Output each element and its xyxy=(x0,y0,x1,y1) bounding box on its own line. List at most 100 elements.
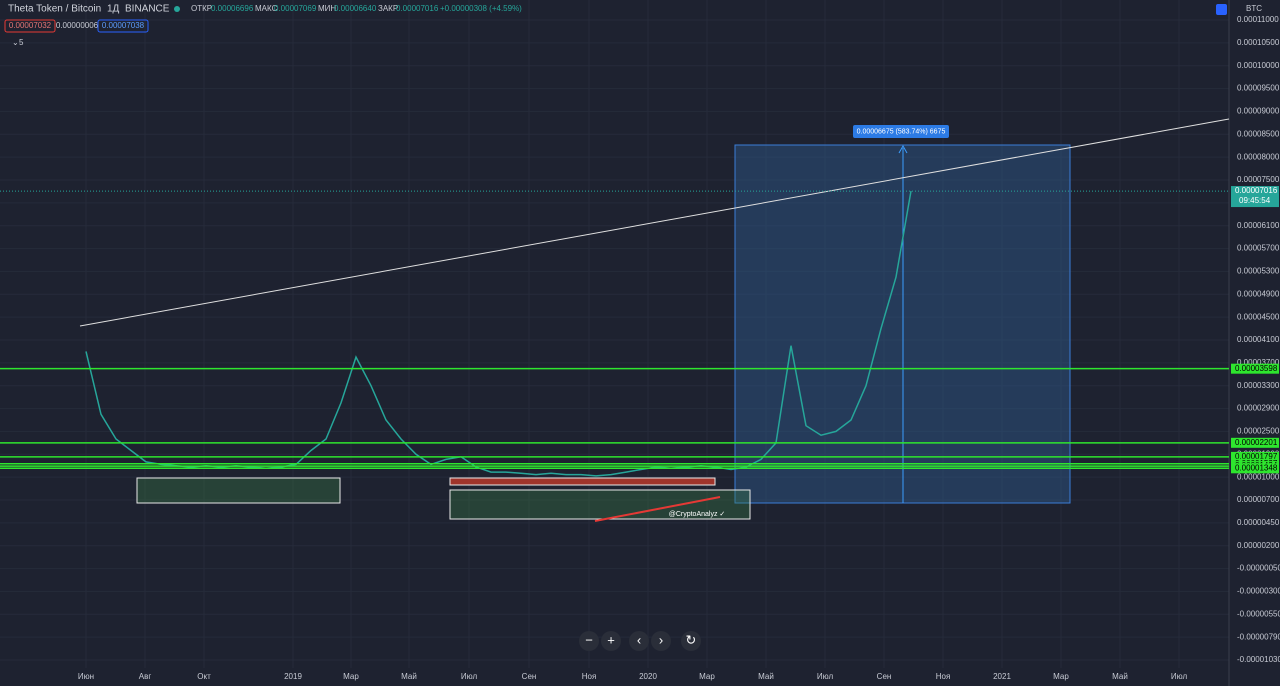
price-tick-label: -0.00000790 xyxy=(1237,632,1280,641)
ohlc-change: +0.00000308 (+4.59%) xyxy=(440,4,522,13)
time-tick-label: Май xyxy=(758,672,774,681)
settings-button[interactable] xyxy=(1216,4,1227,15)
price-tick-label: 0.00004100 xyxy=(1237,335,1280,344)
ohlc-label: МИН xyxy=(318,4,336,13)
price-tick-label: 0.00004900 xyxy=(1237,289,1280,298)
price-tick-label: 0.00008500 xyxy=(1237,129,1280,138)
range-box xyxy=(136,477,341,504)
forward-button[interactable] xyxy=(651,631,671,651)
buy-price[interactable]: 0.00007038 xyxy=(102,21,145,30)
reset-button[interactable] xyxy=(681,631,701,651)
price-tick-label: 0.00000200 xyxy=(1237,541,1280,550)
indicator: 5 xyxy=(19,38,24,47)
exchange: BINANCE xyxy=(125,4,170,15)
price-tick-label: 0.00010500 xyxy=(1237,38,1280,47)
price-tick-label: 0.00000700 xyxy=(1237,495,1280,504)
current-price-label: 0.00007016 xyxy=(1235,186,1278,195)
ohlc-value: 0.00007016 xyxy=(396,4,439,13)
ohlc-value: 0.00007069 xyxy=(274,4,317,13)
watermark: @CryptoAnalyz ✓ xyxy=(669,511,726,518)
back[interactable]: ‹ xyxy=(637,632,641,647)
price-tick-label: 0.00009500 xyxy=(1237,84,1280,93)
price-tick-label: -0.00000050 xyxy=(1237,564,1280,573)
time-tick-label: Июл xyxy=(1171,672,1188,681)
reset[interactable]: ↻ xyxy=(686,632,697,647)
ohlc-value: 0.00006696 xyxy=(211,4,254,13)
price-tick-label: 0.00007500 xyxy=(1237,175,1280,184)
zoom-in[interactable]: + xyxy=(607,632,615,647)
time-tick-label: 2019 xyxy=(284,672,302,681)
price-tick-label: 0.00003300 xyxy=(1237,381,1280,390)
ohlc-label: МАКС xyxy=(255,4,278,13)
level-badge xyxy=(1231,437,1279,448)
spread: 0.00000006 xyxy=(56,21,99,30)
currency: BTC xyxy=(1246,4,1262,13)
time-tick-label: Май xyxy=(1112,672,1128,681)
price-tick-label: 0.00002900 xyxy=(1237,404,1280,413)
resistance-box xyxy=(449,477,716,486)
measure-label: 0.00006675 (583.74%) 6675 xyxy=(857,128,946,135)
level-badge xyxy=(1231,451,1279,462)
trend-line xyxy=(79,118,1230,327)
forward[interactable]: › xyxy=(659,632,663,647)
level-label: 0.00003598 xyxy=(1235,364,1278,373)
range-box xyxy=(449,489,751,520)
time-tick-label: Мар xyxy=(343,672,359,681)
measure-label-box xyxy=(853,125,949,138)
price-tick-label: 0.00009000 xyxy=(1237,107,1280,116)
time-tick-label: Сен xyxy=(877,672,892,681)
indicator-toggle[interactable]: ⌄ xyxy=(12,38,19,47)
sell-price[interactable]: 0.00007032 xyxy=(9,21,52,30)
price-tick-label: -0.00000300 xyxy=(1237,587,1280,596)
price-tick-label: 0.00008000 xyxy=(1237,152,1280,161)
time-tick-label: Окт xyxy=(197,672,211,681)
time-tick-label: 2020 xyxy=(639,672,657,681)
price-tick-label: 0.00010000 xyxy=(1237,61,1280,70)
level-label: 0.00002201 xyxy=(1235,438,1278,447)
level-badge xyxy=(1231,463,1279,474)
time-tick-label: Ноя xyxy=(582,672,597,681)
status-dot xyxy=(174,6,180,12)
time-tick-label: Июл xyxy=(461,672,478,681)
level-badge xyxy=(1231,363,1279,374)
time-tick-label: Июл xyxy=(817,672,834,681)
time-tick-label: Ноя xyxy=(936,672,951,681)
ohlc-value: 0.00006640 xyxy=(334,4,377,13)
current-price-badge xyxy=(1231,186,1279,208)
buy-box[interactable] xyxy=(97,19,149,33)
zoom-in-button[interactable] xyxy=(601,631,621,651)
ohlc-label: ЗАКР xyxy=(378,4,398,13)
price-tick-label: 0.00011000 xyxy=(1237,15,1279,24)
measure-arrow-head xyxy=(898,144,908,154)
zoom-out[interactable]: − xyxy=(585,632,593,647)
support-line xyxy=(594,496,721,522)
symbol: Theta Token / Bitcoin xyxy=(8,4,101,15)
time-tick-label: 2021 xyxy=(993,672,1011,681)
price-tick-label: 0.00003700 xyxy=(1237,358,1280,367)
price-tick-label: 0.00002500 xyxy=(1237,427,1280,436)
ohlc-label: ОТКР xyxy=(191,4,212,13)
time-tick-label: Авг xyxy=(139,672,152,681)
back-button[interactable] xyxy=(629,631,649,651)
price-tick-label: -0.00000550 xyxy=(1237,609,1280,618)
time-tick-label: Мар xyxy=(699,672,715,681)
price-tick-label: 0.00005700 xyxy=(1237,244,1280,253)
sell-box[interactable] xyxy=(4,19,56,33)
price-tick-label: 0.00005300 xyxy=(1237,267,1280,276)
price-tick-label: 0.00001000 xyxy=(1237,472,1280,481)
time-tick-label: Июн xyxy=(78,672,94,681)
interval: 1Д xyxy=(107,4,120,15)
time-tick-label: Май xyxy=(401,672,417,681)
price-tick-label: 0.00000450 xyxy=(1237,518,1280,527)
toolbar: − + ‹ › ↻ xyxy=(579,631,701,651)
level-label: 0.00001348 xyxy=(1235,463,1278,472)
price-tick-label: -0.00001030 xyxy=(1237,655,1280,664)
level-label: 0.00001797 xyxy=(1235,452,1278,461)
time-tick-label: Сен xyxy=(522,672,537,681)
price-tick-label: 0.00004500 xyxy=(1237,312,1280,321)
time-tick-label: Мар xyxy=(1053,672,1069,681)
price-tick-label: 0.00006100 xyxy=(1237,221,1280,230)
zoom-out-button[interactable] xyxy=(579,631,599,651)
